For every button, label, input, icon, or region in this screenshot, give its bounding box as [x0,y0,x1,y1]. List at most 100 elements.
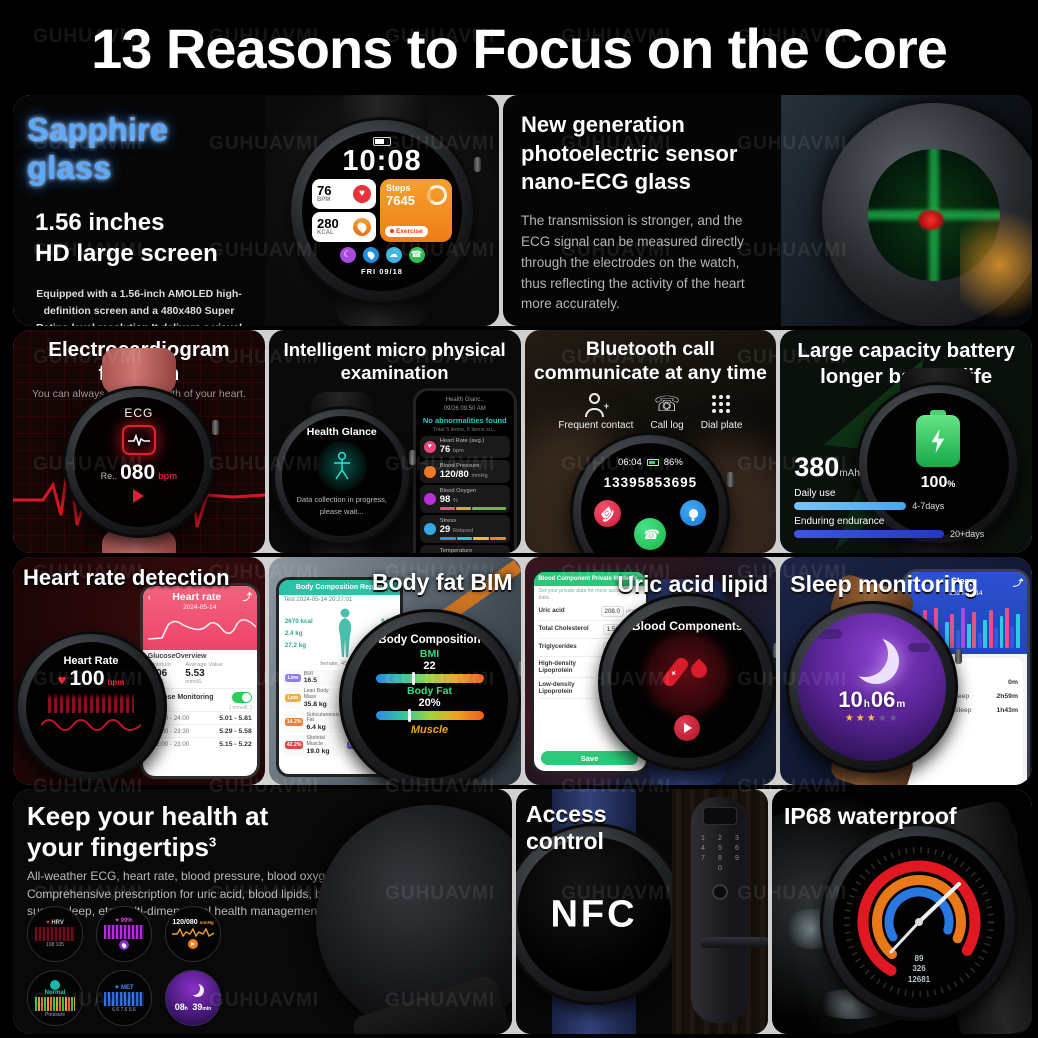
blood-components-title: Blood Components [631,619,743,633]
sensor-photo [781,95,1032,326]
watch-screen: 06:04 86% 13395853695 ☎ ☎ [581,443,720,553]
ecg-unit: bpm [158,471,178,481]
capacity-unit: mAh [839,468,860,479]
heart-icon: ♥ [423,440,436,453]
light-flare [960,190,1032,326]
bmi-label: BMI [419,648,440,660]
daily-use-bar [794,502,907,510]
battery-percent: 86% [663,457,683,468]
metric-blood-pressure: Blood Pressure 120/80 mmHg [419,460,510,483]
metric-cell: 14.2% Subcutaneous Fat 6.4 kg [282,711,342,733]
metric-heart-rate: ♥ Heart Rate (avg.) 76 bpm [419,435,510,458]
body-fat-title: Body fat BIM [371,569,513,595]
row-2: Electrocardiogram function You can alway… [13,330,1032,553]
watch-time: 10:08 [342,144,422,177]
share-icon[interactable]: ⤴ [1012,578,1022,588]
sapphire-watch-photo: 10:08 76 BPM ♥ 280 KCAL [265,95,499,326]
access-control-title: Access control [526,801,607,854]
face-blood-oxygen: ♥ 99% [96,906,152,962]
glucose-monitoring-toggle[interactable] [231,692,252,703]
row-1: Sapphire glass 1.56 inches HD large scre… [13,95,1032,326]
health-report-list: Health Glanc.. 09/26 09:50 AM No abnormal… [412,388,517,553]
field-input[interactable]: 208.0 [600,605,624,617]
watch-screen: NFC [517,837,671,992]
watch-screen: 100% [867,393,1009,535]
charging-battery-icon [916,415,960,467]
glucose-row: 20:30 - 24:00 5.01 - 5.81 [147,711,252,724]
sensor-description: The transmission is stronger, and the EC… [521,212,745,312]
ecg-monitor-icon [121,425,156,455]
sapphire-description: Equipped with a 1.56-inch AMOLED high-de… [36,288,242,326]
panel-body-fat: Body fat BIM Body Composition Report Tes… [268,557,521,785]
flame-icon [353,217,371,236]
report-status: No abnormalities found [422,415,507,425]
panel-waterproof: IP68 waterproof [772,789,1032,1034]
nfc-label: NFC [550,892,638,935]
bluetooth-title: Bluetooth call communicate at any time [533,338,767,385]
hr-unit: bpm [107,678,125,687]
phone-header: ‹ Heart rate ⤴ 2024-05-14 [142,586,257,650]
sapphire-text-block: Sapphire glass 1.56 inches HD large scre… [13,95,265,326]
range-bar [439,507,506,511]
health-title: Keep your health at your fingertips3 [27,801,269,863]
panel-photoelectric-sensor: New generation photoelectric sensor nano… [503,95,1032,326]
save-button[interactable]: Save [541,751,638,765]
moon-icon [187,982,200,995]
panel-heart-rate: Heart rate detection Heart Rate ♥ 100 bp… [13,557,265,785]
body-scan-icon [316,441,367,492]
watch-crown [474,156,481,172]
exercise-button[interactable]: Exercise [385,225,428,237]
hr-value: 100 [69,667,105,690]
metric-blood-oxygen: Blood Oxygen 98 % [419,485,510,513]
mute-bell-button[interactable] [680,500,707,526]
phone-date[interactable]: 2024-05-14 [183,604,217,611]
lock-screen [703,807,737,825]
health-glance-title: Health Glance [306,426,377,439]
watch-screen: 10h06m ★★★★★ [798,613,947,761]
cloud-graphic [908,643,931,652]
play-button[interactable] [133,489,145,503]
kcal-value: 280 [317,216,339,231]
decline-call-button[interactable]: ☎ [594,500,622,527]
sensor-title: New generation photoelectric sensor nano… [521,112,738,195]
moon-icon [842,631,888,677]
watch-screen: 89 326 12681 [833,836,1005,1008]
call-watch: 06:04 86% 13395853695 ☎ ☎ [570,432,735,553]
sapphire-size: 1.56 inches [35,209,165,236]
pressure-chart [35,996,75,1011]
daily-use-label: Daily use [794,488,836,499]
range-bar [439,537,506,541]
subject-info: female, 45.0kg [320,661,359,667]
report-header: Health Glanc.. 09/26 09:50 AM [443,397,486,412]
hrv-chart [35,927,75,941]
play-button[interactable] [674,715,701,741]
met-chart [104,991,144,1006]
heart-icon: ♥ [353,184,371,203]
phone-date[interactable]: 2024-05-14 [949,590,983,597]
runner-icon [390,229,394,233]
back-icon[interactable]: ‹ [910,576,913,586]
door-handle [700,937,768,948]
hr-screen-title: Heart Rate [63,655,119,667]
endurance-bar [794,530,944,538]
back-icon[interactable]: ‹ [147,591,151,602]
phone-app-title: Heart rate [172,590,222,603]
bmi-scale-bar [375,672,484,685]
panel-health-management: Keep your health at your fingertips3 All-… [13,789,512,1034]
share-icon[interactable]: ⤴ [242,592,252,602]
ecg-screen-label: ECG [124,406,154,420]
sleep-duration: 10h06m [838,687,906,712]
exercise-label: Exercise [396,227,423,235]
metric-cell: Low Lean Body Mass 35.8 kg [282,687,342,710]
composition-screen-title: Body Composition [378,634,481,646]
glucose-avg: Average Value 5.53 mmol/L [185,662,223,685]
weather-app-icon: ☁ [385,246,402,263]
metric-temperature: Temperature36.2 °C [419,545,510,553]
body-composition-watch: Body Composition BMI 22 Body Fat 20% Mus… [338,609,521,785]
metric-cell: Low BMI 16.5 [282,670,342,686]
feature-call-log: ☏ Call log [650,393,684,431]
face-pressure: Normal Pressure [27,970,83,1026]
accept-call-button[interactable]: ☎ [634,518,667,550]
